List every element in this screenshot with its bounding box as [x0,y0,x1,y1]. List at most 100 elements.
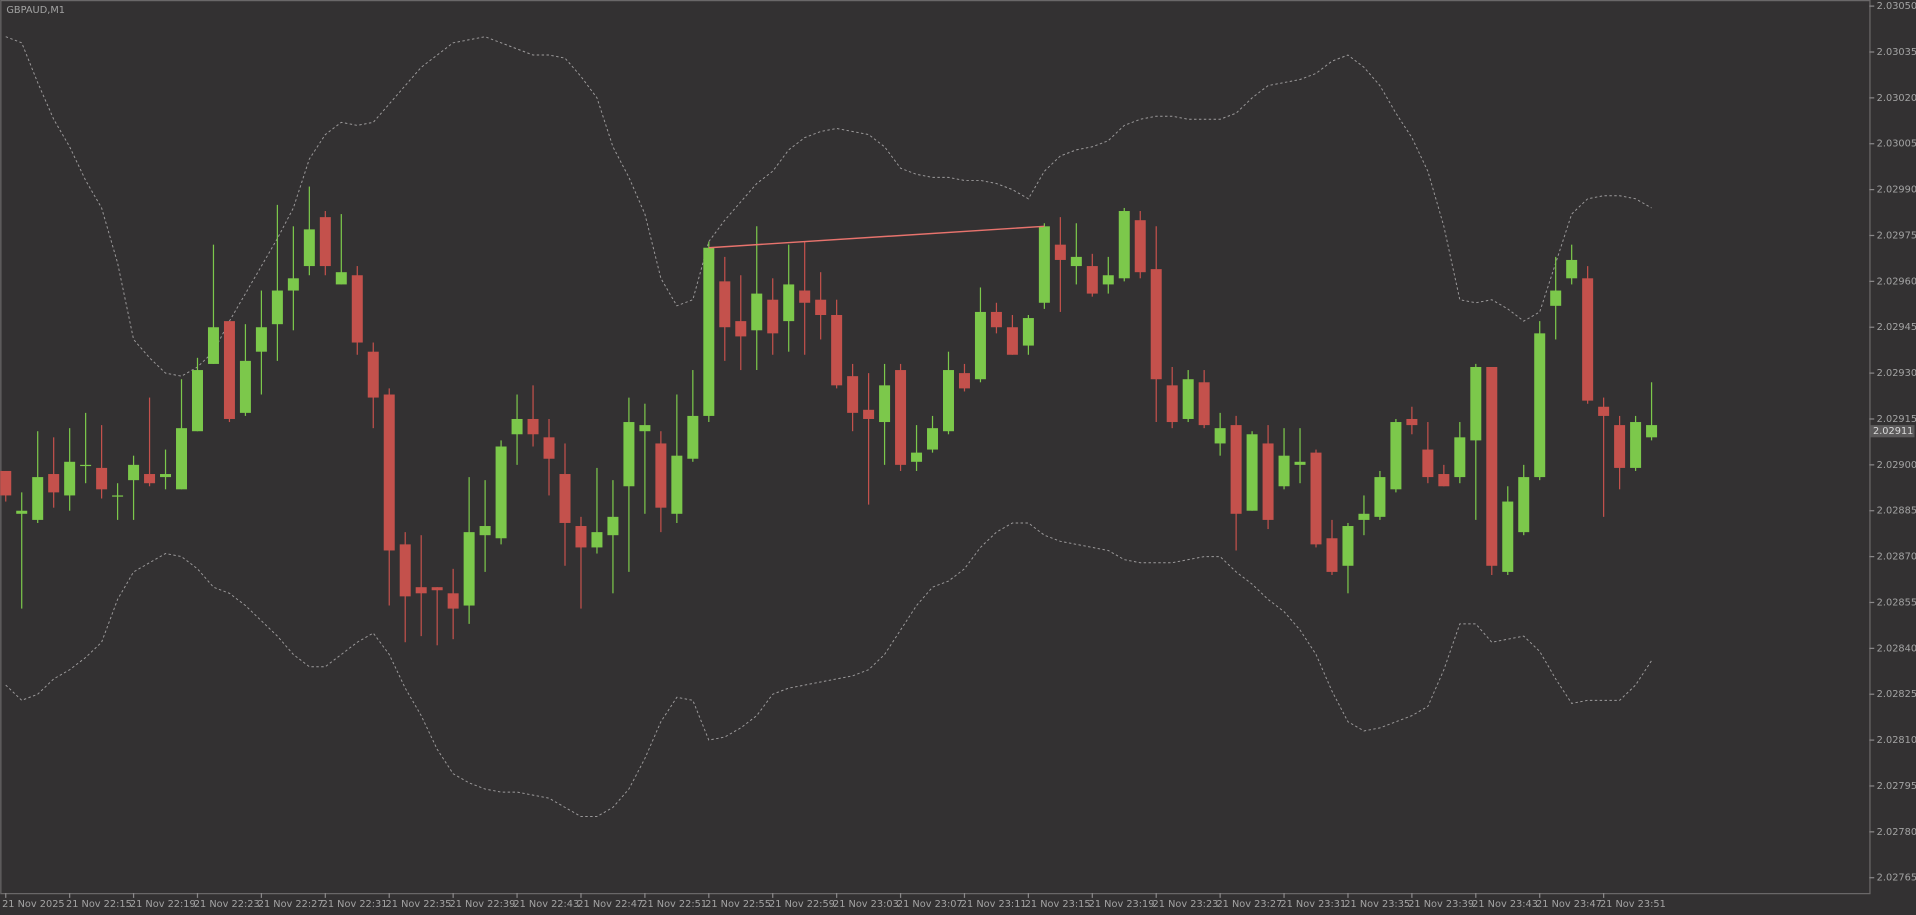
candle-body [990,311,1002,328]
trendline [708,225,1045,249]
candle-body [1566,259,1578,279]
chart-title: GBPAUD,M1 [6,5,65,16]
y-tick-label: 2.02870 [1877,552,1916,563]
candle-body [1582,278,1594,401]
candle-body [1070,256,1082,267]
candle-body [1246,434,1258,511]
y-tick-label: 2.03050 [1877,1,1916,12]
x-tick-label: 21 Nov 22:47 [577,899,643,910]
y-tick-label: 2.02900 [1877,460,1916,471]
y-tick-label: 2.02990 [1877,185,1916,196]
candle-body [431,587,443,591]
candle-body [815,299,827,316]
candle-body [687,415,699,459]
x-tick-label: 21 Nov 23:15 [1025,899,1091,910]
candle-body [942,370,954,432]
y-tick-label: 2.02915 [1877,414,1916,425]
x-tick-label: 21 Nov 23:07 [897,899,963,910]
y-tick-label: 2.02780 [1877,827,1916,838]
candle-body [1406,418,1418,426]
y-tick-label: 2.03020 [1877,93,1916,104]
candle-body [383,394,395,551]
x-tick-label: 21 Nov 23:35 [1344,899,1410,910]
x-tick-label: 21 Nov 23:03 [833,899,899,910]
x-tick-label: 21 Nov 23:19 [1089,899,1155,910]
x-tick-label: 21 Nov 22:55 [705,899,771,910]
candle-body [160,474,172,478]
candle-body [735,321,747,337]
candle-body [974,311,986,380]
candle-body [1182,379,1194,419]
candle-body [1342,526,1354,566]
candle-body [1534,333,1546,478]
candle-body [1134,220,1146,273]
candle-body [271,290,283,325]
candle-body [64,461,76,496]
candle-body [80,464,92,467]
candle-body [351,275,363,343]
y-tick-label: 2.02840 [1877,643,1916,654]
x-tick-label: 21 Nov 23:23 [1153,899,1219,910]
candle-body [144,474,156,484]
candle-body [223,321,235,419]
candle-body [719,281,731,328]
candle-body [479,526,491,536]
candle-body [1054,244,1066,260]
candle-body [767,299,779,334]
candle-body [112,495,124,497]
x-tick-label: 21 Nov 22:15 [66,899,132,910]
candle-body [1646,425,1658,438]
candle-body [399,544,411,597]
candle-body [911,452,923,462]
candle-body [799,290,811,303]
candle-body [1630,422,1642,468]
plot-frame [0,0,1871,895]
y-tick-label: 2.03005 [1877,139,1916,150]
candle-body [847,376,859,413]
x-tick-label: 21 Nov 23:47 [1536,899,1602,910]
x-tick-label: 21 Nov 2025 [2,899,65,910]
x-tick-label: 21 Nov 23:27 [1216,899,1282,910]
x-tick-label: 21 Nov 22:19 [130,899,196,910]
x-tick-label: 21 Nov 22:43 [513,899,579,910]
candle-body [303,229,315,267]
candle-body [1358,513,1370,520]
candle-body [96,467,108,490]
candle-body [1166,385,1178,423]
candle-body [1022,318,1034,346]
x-tick-label: 21 Nov 22:59 [769,899,835,910]
candle-body [255,327,267,352]
candle-body [1150,269,1162,380]
candle-body [287,278,299,291]
candle-body [1326,538,1338,572]
x-tick-label: 21 Nov 23:51 [1600,899,1666,910]
candle-body [1310,452,1322,545]
candle-body [559,474,571,523]
candle-body [239,360,251,413]
y-tick-label: 2.02885 [1877,506,1916,517]
candle-body [655,443,667,508]
candle-body [1502,501,1514,572]
y-tick-label: 2.02810 [1877,735,1916,746]
candle-body [1550,290,1562,306]
candle-body [783,284,795,322]
candle-body [575,526,587,548]
candle-body [958,373,970,389]
candle-body [543,437,555,459]
candle-body [879,385,891,423]
candle-body [32,477,44,520]
last-price-box [1870,425,1915,438]
y-tick-label: 2.03035 [1877,47,1916,58]
candle-body [1518,477,1530,533]
bollinger-band [5,36,1652,377]
candle-body [1598,406,1610,416]
candle-body [671,455,683,514]
candle-body [207,327,219,364]
x-tick-label: 21 Nov 22:35 [386,899,452,910]
candle-body [831,315,843,386]
candle-body [447,593,459,609]
y-tick-label: 2.02855 [1877,597,1916,608]
